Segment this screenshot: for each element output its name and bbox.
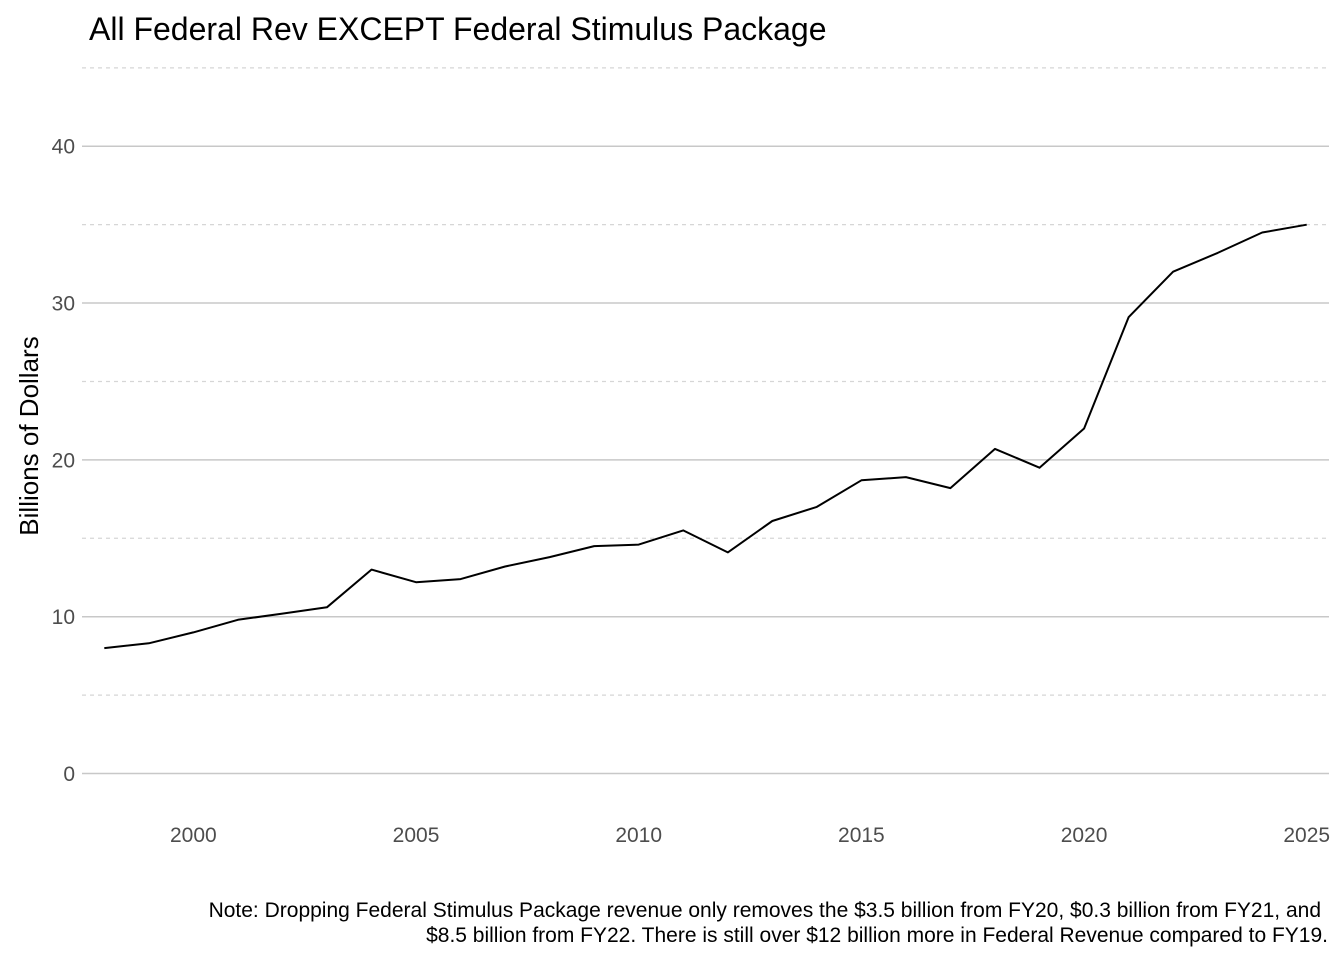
- y-tick-label: 40: [52, 136, 75, 159]
- y-axis-label: Billions of Dollars: [14, 336, 44, 535]
- x-tick-label: 2005: [393, 824, 440, 847]
- x-tick-label: 2020: [1061, 824, 1108, 847]
- chart-title: All Federal Rev EXCEPT Federal Stimulus …: [89, 11, 827, 47]
- y-tick-label: 0: [63, 763, 75, 786]
- x-tick-label: 2025: [1283, 824, 1330, 847]
- x-axis-ticks: 2000 2005 2010 2015 2020 2025: [170, 824, 1330, 847]
- y-tick-label: 20: [52, 449, 75, 472]
- footnote-line-1: Note: Dropping Federal Stimulus Package …: [209, 899, 1321, 922]
- series-line: [104, 223, 1307, 650]
- series-layer: [104, 223, 1307, 650]
- x-tick-label: 2000: [170, 824, 217, 847]
- grid-layer: [82, 67, 1329, 775]
- y-axis-ticks: 0 10 20 30 40: [52, 136, 75, 786]
- y-tick-label: 30: [52, 293, 75, 316]
- y-tick-label: 10: [52, 606, 75, 629]
- footnote-line-2: $8.5 billion from FY22. There is still o…: [426, 924, 1328, 947]
- x-tick-label: 2010: [615, 824, 662, 847]
- x-tick-label: 2015: [838, 824, 885, 847]
